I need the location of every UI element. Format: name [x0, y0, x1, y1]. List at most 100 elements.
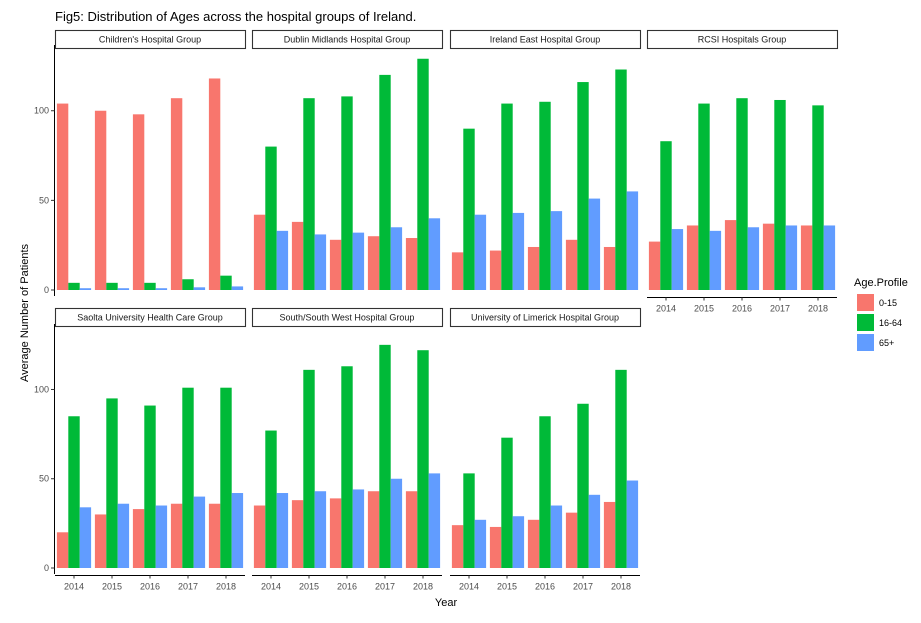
bar-16-64-2016 [539, 101, 551, 291]
panel-strip-label: RCSI Hospitals Group [698, 35, 787, 45]
bar-65+-2014 [474, 214, 487, 290]
x-tick-label: 2017 [573, 582, 593, 592]
bar-0-15-2014 [648, 241, 661, 290]
bar-0-15-2015 [94, 514, 107, 568]
y-tick-label: 50 [39, 195, 49, 205]
bar-16-64-2016 [341, 366, 353, 568]
x-tick-label: 2014 [656, 304, 676, 314]
bar-0-15-2018 [603, 501, 616, 568]
bar-0-15-2018 [603, 246, 616, 290]
bar-65+-2018 [428, 218, 441, 290]
bar-16-64-2014 [265, 146, 277, 290]
panel-strip [54, 29, 247, 50]
bar-65+-2014 [276, 230, 289, 290]
bar-65+-2017 [193, 496, 206, 568]
bar-0-15-2014 [253, 214, 266, 290]
bar-65+-2015 [314, 491, 327, 568]
bar-65+-2017 [390, 227, 403, 290]
bar-0-15-2017 [565, 512, 578, 568]
bar-65+-2017 [193, 287, 206, 290]
panel-strip-label: Ireland East Hospital Group [490, 35, 601, 45]
bar-16-64-2014 [68, 416, 80, 568]
bar-65+-2018 [231, 286, 244, 290]
panel-strip-label: Saolta University Health Care Group [77, 313, 223, 323]
bar-0-15-2018 [405, 238, 418, 290]
bar-0-15-2015 [94, 110, 107, 290]
facet-panels: Children's Hospital Group 0 50 100 Dublin Mi… [34, 29, 839, 592]
bar-16-64-2018 [615, 369, 627, 568]
bar-16-64-2014 [463, 128, 475, 290]
bar-0-15-2016 [329, 239, 342, 290]
x-tick-label: 2017 [178, 582, 198, 592]
bar-16-64-2018 [812, 105, 824, 290]
bar-65+-2018 [428, 473, 441, 568]
chart-title: Fig5: Distribution of Ages across the ho… [55, 9, 416, 24]
bar-65+-2017 [785, 225, 798, 290]
bar-16-64-2015 [106, 398, 118, 568]
bar-16-64-2017 [577, 403, 589, 568]
bar-65+-2015 [709, 230, 722, 290]
bar-65+-2017 [588, 494, 601, 568]
panel-strip-label: Dublin Midlands Hospital Group [284, 35, 411, 45]
panel-strip [251, 29, 444, 50]
y-tick-label: 100 [34, 106, 49, 116]
x-tick-label: 2014 [64, 582, 84, 592]
bar-0-15-2015 [489, 526, 502, 568]
bar-0-15-2017 [170, 98, 183, 290]
x-tick-label: 2016 [337, 582, 357, 592]
legend: Age.Profile 0-15 16-64 65+ [854, 277, 908, 351]
bar-0-15-2015 [291, 500, 304, 568]
panel-strip-label: Children's Hospital Group [99, 35, 201, 45]
bar-0-15-2016 [527, 519, 540, 568]
bar-16-64-2017 [182, 279, 194, 290]
bar-0-15-2016 [527, 246, 540, 290]
x-axis-title: Year [435, 597, 458, 609]
bar-65+-2014 [79, 288, 92, 290]
bar-0-15-2018 [208, 503, 221, 568]
x-tick-label: 2015 [299, 582, 319, 592]
x-tick-label: 2015 [102, 582, 122, 592]
bar-65+-2018 [231, 493, 244, 568]
bar-0-15-2018 [208, 78, 221, 290]
bar-65+-2015 [512, 516, 525, 568]
bar-16-64-2015 [501, 103, 513, 290]
bar-0-15-2018 [800, 225, 813, 290]
legend-label-16-64: 16-64 [879, 318, 902, 328]
bar-0-15-2016 [132, 509, 145, 568]
panel-saolta-university-health-care-group: Saolta University Health Care Group 0 50 10… [34, 307, 247, 592]
bar-65+-2016 [550, 211, 563, 290]
panel-strip [449, 307, 642, 328]
bar-65+-2014 [474, 519, 487, 568]
bar-65+-2016 [747, 227, 760, 290]
bar-16-64-2015 [106, 282, 118, 290]
panel-strip [54, 307, 247, 328]
bar-0-15-2017 [565, 239, 578, 290]
bar-16-64-2015 [303, 369, 315, 568]
bar-16-64-2017 [182, 387, 194, 568]
bar-16-64-2018 [417, 58, 429, 290]
bar-0-15-2014 [56, 532, 69, 568]
bar-16-64-2016 [736, 98, 748, 290]
y-tick-label: 0 [44, 285, 49, 295]
panel-rcsi-hospitals-group: RCSI Hospitals Group 2014 2015 2016 2017 2018 [646, 29, 839, 314]
bar-65+-2016 [550, 505, 563, 568]
bar-0-15-2015 [686, 225, 699, 290]
y-tick-label: 50 [39, 474, 49, 484]
x-tick-label: 2018 [413, 582, 433, 592]
bar-16-64-2014 [463, 473, 475, 568]
bar-0-15-2017 [367, 236, 380, 290]
bar-16-64-2017 [379, 74, 391, 290]
bar-16-64-2018 [417, 350, 429, 568]
bar-65+-2017 [588, 198, 601, 290]
bar-0-15-2017 [170, 503, 183, 568]
panel-university-of-limerick-hospital-group: University of Limerick Hospital Group 201… [449, 307, 642, 592]
x-tick-label: 2018 [216, 582, 236, 592]
bar-16-64-2015 [303, 98, 315, 290]
x-tick-label: 2016 [732, 304, 752, 314]
x-tick-label: 2017 [375, 582, 395, 592]
bar-0-15-2014 [56, 103, 69, 290]
legend-title: Age.Profile [854, 277, 908, 289]
bar-65+-2018 [823, 225, 836, 290]
bar-65+-2014 [79, 507, 92, 568]
